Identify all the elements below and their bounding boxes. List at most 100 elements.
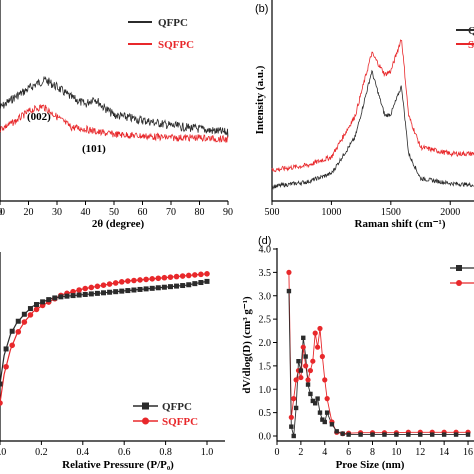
panel-d-point-qfpc xyxy=(324,410,330,415)
panel-c-xtick-label: 1.0 xyxy=(201,447,214,458)
panel-c-point-sqfpc xyxy=(137,277,143,283)
panel-d-point-qfpc xyxy=(394,432,399,437)
panel-d: 0 2 4 6 8 10 12 14 16 0.0 0.5 1.0 1.5 2.0 2.5 3.0 3.5 4.0… xyxy=(241,235,474,471)
panel-c-point-sqfpc xyxy=(149,276,156,282)
panel-d-xtick-label: 6 xyxy=(346,447,351,458)
panel-d-xtick-label: 2 xyxy=(298,447,303,458)
panel-c-point-qfpc xyxy=(137,286,143,292)
panel-d-point-qfpc xyxy=(382,432,387,437)
panel-c-point-sqfpc xyxy=(198,271,204,278)
panel-c-point-sqfpc xyxy=(82,285,89,292)
panel-d-point-qfpc xyxy=(298,368,304,373)
panel-c-point-sqfpc xyxy=(94,283,101,290)
legend-label-qfpc-c: QFPC xyxy=(162,401,192,413)
panel-c-point-sqfpc xyxy=(100,282,107,289)
panel-c-point-qfpc xyxy=(0,381,3,387)
panel-c-point-sqfpc xyxy=(33,306,40,313)
panel-c-point-qfpc xyxy=(143,286,149,292)
panel-d-point-qfpc xyxy=(430,432,435,437)
panel-b-legend: Q S xyxy=(456,25,474,51)
panel-c-point-sqfpc xyxy=(185,272,192,279)
panel-c-point-qfpc xyxy=(186,282,192,288)
panel-d-point-qfpc xyxy=(303,354,308,359)
legend-fragment-sqfpc: S xyxy=(468,39,474,51)
panel-d-point-qfpc xyxy=(293,405,299,411)
panel-d-point-qfpc xyxy=(317,410,323,415)
panel-d-point-sqfpc xyxy=(288,414,294,420)
panel-c-point-sqfpc xyxy=(192,272,198,278)
panel-c-point-sqfpc xyxy=(173,273,180,280)
panel-c-point-sqfpc xyxy=(167,274,174,280)
panel-c-point-sqfpc xyxy=(27,312,34,318)
panel-c-legend: QFPC SQFPC xyxy=(133,401,198,428)
panel-d-point-qfpc xyxy=(406,432,411,437)
panel-c-point-qfpc xyxy=(125,288,131,294)
panel-d-point-qfpc xyxy=(334,429,339,434)
panel-c-point-qfpc xyxy=(76,292,82,298)
panel-c-point-qfpc xyxy=(94,290,100,296)
panel-c-point-sqfpc xyxy=(88,284,95,291)
panel-d-legend xyxy=(450,265,474,286)
panel-c-xtick-label: 0.6 xyxy=(118,447,131,458)
panel-c-point-qfpc xyxy=(52,295,58,301)
panel-d-point-sqfpc xyxy=(314,344,321,350)
panel-c-point-qfpc xyxy=(58,294,64,300)
panel-c-point-sqfpc xyxy=(161,274,168,281)
panel-a: 010 20 30 40 50 60 70 80 90 QFPC SQFPC (002) (10… xyxy=(0,0,233,230)
panel-d-point-qfpc xyxy=(358,432,363,437)
panel-c-point-qfpc xyxy=(46,297,52,303)
panel-d-xtick-label: 4 xyxy=(322,447,327,458)
panel-b-xtick-label: 500 xyxy=(265,207,280,218)
panel-c-point-sqfpc xyxy=(118,279,125,285)
panel-c-point-qfpc xyxy=(15,318,21,324)
panel-c-point-qfpc xyxy=(155,285,161,291)
annotation-002: (002) xyxy=(27,111,51,123)
panel-c-point-qfpc xyxy=(27,306,33,312)
panel-a-series-sqfpc xyxy=(0,104,229,143)
panel-d-ytick-label: 2.0 xyxy=(259,338,272,349)
legend-label-sqfpc-c: SQFPC xyxy=(162,416,198,428)
panel-c-point-sqfpc xyxy=(204,271,210,277)
legend-fragment-qfpc: Q xyxy=(468,25,474,37)
panel-a-xtick-label: 20 xyxy=(24,207,34,218)
panel-a-xtick-label: 60 xyxy=(138,207,148,218)
panel-d-ytick-label: 1.0 xyxy=(259,385,272,396)
panel-b: 500 1000 1500 2000 (b) Intensity (a.u.) Ram… xyxy=(254,0,474,230)
panel-a-xtick-label: 40 xyxy=(81,207,91,218)
panel-c-point-qfpc xyxy=(167,284,173,290)
panel-b-ylabel: Intensity (a.u.) xyxy=(254,65,266,134)
panel-c-point-sqfpc xyxy=(3,363,9,370)
panel-c-point-qfpc xyxy=(204,278,210,284)
panel-d-point-qfpc xyxy=(313,401,318,406)
panel-d-ytick-label: 0.0 xyxy=(259,432,272,443)
panel-c-series-qfpc xyxy=(0,280,208,385)
panel-c-point-qfpc xyxy=(70,293,76,299)
panel-c-point-sqfpc xyxy=(70,288,76,295)
panel-c-point-qfpc xyxy=(40,299,46,305)
panel-c-point-qfpc xyxy=(101,290,106,296)
panel-d-point-sqfpc xyxy=(312,330,318,336)
panel-d-point-qfpc xyxy=(418,432,423,437)
panel-d-point-sqfpc xyxy=(291,396,297,402)
panel-c-xtick-label: 0.0 xyxy=(0,447,6,458)
panel-a-frame xyxy=(0,0,228,202)
panel-d-point-sqfpc xyxy=(317,325,323,332)
panel-b-xlabel: Raman shift (cm⁻¹) xyxy=(355,218,446,230)
legend-marker-sqfpc-c xyxy=(142,417,149,425)
panel-c-point-sqfpc xyxy=(125,278,131,284)
panel-c-point-sqfpc xyxy=(131,277,137,284)
panel-a-xtick-label: 0 xyxy=(0,207,3,218)
panel-d-ytick-label: 3.5 xyxy=(259,268,272,279)
panel-d-point-sqfpc xyxy=(305,377,311,383)
panel-c-point-sqfpc xyxy=(0,400,3,406)
panel-c-point-qfpc xyxy=(161,284,167,290)
panel-a-legend: QFPC SQFPC xyxy=(128,17,194,51)
panel-d-xtick-label: 10 xyxy=(391,447,401,458)
panel-c-point-sqfpc xyxy=(21,319,28,325)
panel-d-point-sqfpc xyxy=(298,374,304,381)
panel-c-point-qfpc xyxy=(64,293,70,299)
panel-c-point-qfpc xyxy=(149,285,155,291)
panel-d-point-qfpc xyxy=(291,433,296,439)
panel-d-ytick-label: 1.5 xyxy=(259,361,272,372)
panel-c-point-sqfpc xyxy=(143,276,149,283)
